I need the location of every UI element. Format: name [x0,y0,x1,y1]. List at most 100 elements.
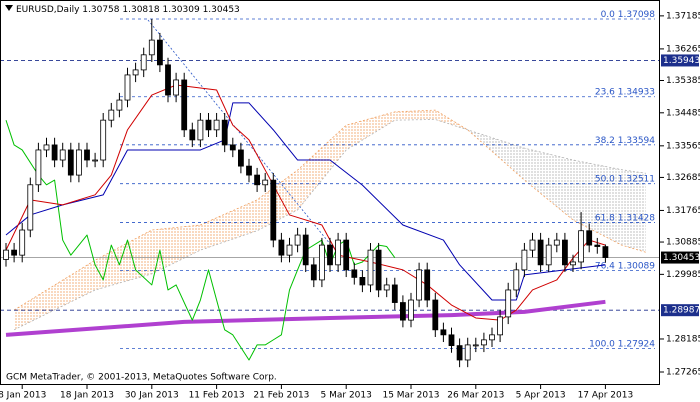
candle-body [448,334,455,347]
x-tick-label: 15 Mar 2013 [382,391,439,401]
candle-body [59,149,66,161]
axis-layer: 1.35943 1.28987 1.30453 1.37185 1.36265 1.353… [0,11,700,400]
candle-body [497,316,504,336]
cloud-segment [200,199,258,251]
candle-body [67,149,74,176]
candle-body [489,334,495,341]
candle-body [181,79,188,131]
cloud-segment [621,169,646,253]
candle-body [310,264,317,281]
fib-label: 23.6 1.34933 [595,87,655,97]
y-tick-label: 1.35385 [666,76,700,86]
candle-body [424,269,431,301]
candle-body [11,249,18,256]
candle-body [148,39,155,56]
cloud-segment [14,260,96,330]
levels-layer: 0.0 1.37098 23.6 1.34933 38.2 1.33594 50.0 … [0,9,660,349]
cloud-segment [95,230,152,290]
candle-body [27,184,34,231]
cloud-segment [394,110,436,121]
candle-body [189,129,196,141]
chart-header: EURUSD,Daily 1.30758 1.30818 1.30309 1.3… [16,5,240,15]
fib-price: 1.27924 [618,339,655,349]
candle-body [456,345,463,361]
x-tick-label: 17 Apr 2013 [578,391,634,401]
y-tick-label: 1.34485 [666,108,700,118]
y-tick-label: 1.36265 [666,44,700,54]
candle-body [76,149,82,176]
candle-body [132,69,139,76]
level-label: 1.35943 [663,56,700,66]
candle-body [116,99,123,111]
footer: GCM MetaTrader, © 2001-2013, MetaQuotes … [6,373,277,383]
x-tick-label: 18 Jan 2013 [60,391,114,401]
candle-body [513,269,520,291]
y-tick-label: 1.28185 [666,334,700,344]
candle-body [327,244,333,266]
candle-body [213,119,220,131]
candle-body [562,239,568,266]
candle-body [335,239,342,266]
symbol-icon [5,5,13,11]
candle-body [35,149,42,186]
cloud-segment [151,224,201,274]
candle-body [84,149,90,161]
y-tick-label: 1.31765 [666,206,700,216]
candle-body [383,284,390,291]
candle-body [359,277,366,286]
candle-body [221,119,228,146]
candle-body [586,230,593,246]
candle-body [302,234,309,266]
fib-label: 100.0 1.27924 [589,339,655,349]
fib-label: 76.4 1.30089 [595,261,655,271]
fib-price: 1.31428 [618,213,655,223]
candle-body [602,246,609,258]
candle-body [3,249,9,260]
fib-label: 50.0 1.32511 [595,174,655,184]
candle-body [416,269,423,301]
fib-price: 1.37098 [618,9,655,19]
candle-body [92,159,98,162]
candle-body [173,79,180,96]
candle-body [262,179,269,186]
fib-trendline [147,19,336,251]
candle-body [529,239,536,251]
candle-body [351,269,358,278]
cloud-segment [257,170,298,231]
candle-body [399,302,406,321]
fib-price: 1.30089 [618,261,655,271]
candle-body [440,329,447,336]
last-price-label: 1.30453 [663,253,700,263]
indicator-line [5,84,606,321]
candle-body [237,149,244,167]
candle-body [408,299,414,321]
candle-body [578,230,584,263]
candle-body [464,344,471,361]
candle-body [432,299,439,331]
symbol: EURUSD,Daily [16,5,80,15]
fib-price: 1.32511 [618,174,655,184]
x-tick-label: 26 Mar 2013 [447,391,504,401]
low-price: 1.30309 [162,5,199,15]
y-tick-label: 1.32685 [666,173,700,183]
candle-body [254,174,261,186]
fib-level: 61.8 [595,213,615,223]
candle-body [545,244,552,266]
cloud-segment [573,160,622,246]
candle-body [140,54,147,71]
open-price: 1.30758 [82,5,119,15]
candle-body [594,244,601,247]
candle-body [570,261,576,266]
indicator-line [5,102,606,301]
candle-body [124,74,131,101]
candle-body [51,144,58,161]
candles-layer [3,18,609,368]
level-box [661,54,699,67]
x-tick-label: 5 Apr 2013 [516,391,566,401]
candle-body [270,179,277,241]
candle-body [294,234,301,246]
x-tick-label: 30 Jan 2013 [125,391,179,401]
x-tick-label: 8 Jan 2013 [0,391,46,401]
fib-level: 0.0 [601,9,616,19]
